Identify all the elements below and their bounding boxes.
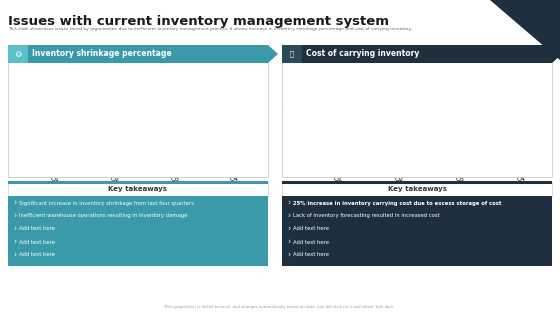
Text: ›: › — [287, 225, 290, 233]
FancyBboxPatch shape — [8, 45, 28, 63]
Text: Add text here: Add text here — [19, 239, 55, 244]
Y-axis label: Percentage of Total
Inventory Cost: Percentage of Total Inventory Cost — [283, 98, 291, 140]
Text: ›: › — [13, 238, 16, 247]
Text: Cost of carrying inventory: Cost of carrying inventory — [306, 49, 419, 59]
Text: Add text here: Add text here — [293, 226, 329, 232]
Bar — [323, 153, 353, 172]
Text: Inventory shrinkage percentage: Inventory shrinkage percentage — [32, 49, 171, 59]
Polygon shape — [268, 45, 278, 63]
Bar — [220, 93, 250, 172]
FancyBboxPatch shape — [8, 196, 268, 266]
Text: Add text here: Add text here — [293, 253, 329, 257]
FancyBboxPatch shape — [282, 196, 552, 266]
Text: This graph/chart is linked to excel, and changes automatically based on data. Ju: This graph/chart is linked to excel, and… — [164, 305, 396, 309]
Text: ›: › — [287, 250, 290, 260]
FancyBboxPatch shape — [282, 181, 552, 184]
FancyBboxPatch shape — [8, 182, 268, 196]
Text: Significant increase in inventory shrinkage from last four quarters: Significant increase in inventory shrink… — [19, 201, 194, 205]
Text: ›: › — [13, 211, 16, 220]
FancyBboxPatch shape — [282, 45, 552, 63]
Text: Issues with current inventory management system: Issues with current inventory management… — [8, 15, 389, 28]
Text: Lack of inventory forecasting resulted in increased cost: Lack of inventory forecasting resulted i… — [293, 214, 440, 219]
Text: Add text here: Add text here — [19, 253, 55, 257]
FancyBboxPatch shape — [282, 45, 552, 177]
Text: ›: › — [13, 198, 16, 208]
Text: Add text here: Add text here — [19, 226, 55, 232]
Polygon shape — [552, 45, 560, 63]
Text: Inefficient warehouse operations resulting in inventory damage: Inefficient warehouse operations resulti… — [19, 214, 188, 219]
FancyBboxPatch shape — [8, 181, 268, 184]
Text: This slide showcases issues faced by organization due to inefficient inventory m: This slide showcases issues faced by org… — [8, 27, 412, 31]
Bar — [506, 79, 536, 172]
Text: ›: › — [13, 250, 16, 260]
Text: ›: › — [287, 238, 290, 247]
Text: ›: › — [13, 225, 16, 233]
Bar — [384, 146, 414, 172]
Text: 25% increase in inventory carrying cost due to excess storage of cost: 25% increase in inventory carrying cost … — [293, 201, 501, 205]
Bar — [445, 119, 475, 172]
FancyBboxPatch shape — [8, 45, 268, 177]
FancyBboxPatch shape — [282, 45, 302, 63]
Text: ⚙: ⚙ — [14, 49, 22, 59]
Text: 📋: 📋 — [290, 51, 294, 57]
FancyBboxPatch shape — [8, 45, 268, 63]
Text: ›: › — [287, 211, 290, 220]
Bar — [100, 146, 130, 172]
Text: Key takeaways: Key takeaways — [388, 186, 446, 192]
Text: Add text here: Add text here — [293, 239, 329, 244]
Text: ›: › — [287, 198, 290, 208]
Text: Key takeaways: Key takeaways — [109, 186, 167, 192]
Bar — [160, 119, 190, 172]
Polygon shape — [490, 0, 560, 60]
FancyBboxPatch shape — [282, 182, 552, 196]
Bar — [40, 132, 71, 172]
